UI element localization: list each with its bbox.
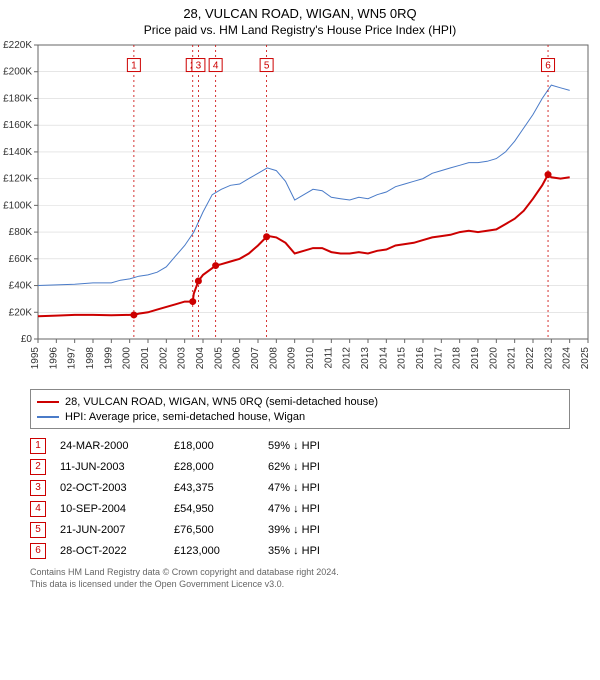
svg-text:1995: 1995 [30, 347, 41, 370]
svg-text:£20K: £20K [9, 307, 33, 318]
svg-text:1998: 1998 [85, 347, 96, 370]
row-diff: 39% ↓ HPI [268, 524, 358, 536]
svg-text:2008: 2008 [268, 347, 279, 370]
legend-item: HPI: Average price, semi-detached house,… [37, 409, 563, 424]
svg-text:2007: 2007 [250, 347, 261, 370]
row-diff: 47% ↓ HPI [268, 482, 358, 494]
row-date: 02-OCT-2003 [60, 482, 160, 494]
row-badge: 3 [30, 480, 46, 496]
svg-text:£200K: £200K [3, 67, 32, 78]
svg-text:6: 6 [545, 61, 551, 72]
row-price: £54,950 [174, 503, 254, 515]
row-badge: 1 [30, 438, 46, 454]
svg-text:4: 4 [213, 61, 219, 72]
svg-text:£80K: £80K [9, 227, 33, 238]
footer-attribution: Contains HM Land Registry data © Crown c… [30, 567, 570, 590]
row-diff: 62% ↓ HPI [268, 461, 358, 473]
table-row: 4 10-SEP-2004 £54,950 47% ↓ HPI [30, 498, 570, 519]
page-subtitle: Price paid vs. HM Land Registry's House … [0, 21, 600, 41]
svg-text:2001: 2001 [140, 347, 151, 370]
svg-text:2018: 2018 [452, 347, 463, 370]
svg-text:2006: 2006 [232, 347, 243, 370]
footer-line: This data is licensed under the Open Gov… [30, 579, 570, 591]
transaction-table: 1 24-MAR-2000 £18,000 59% ↓ HPI 2 11-JUN-2003… [30, 435, 570, 561]
row-price: £43,375 [174, 482, 254, 494]
row-date: 10-SEP-2004 [60, 503, 160, 515]
table-row: 6 28-OCT-2022 £123,000 35% ↓ HPI [30, 540, 570, 561]
svg-text:1: 1 [131, 61, 137, 72]
svg-text:2003: 2003 [177, 347, 188, 370]
row-badge: 4 [30, 501, 46, 517]
row-date: 24-MAR-2000 [60, 440, 160, 452]
row-date: 11-JUN-2003 [60, 461, 160, 473]
page-title: 28, VULCAN ROAD, WIGAN, WN5 0RQ [0, 0, 600, 21]
row-diff: 59% ↓ HPI [268, 440, 358, 452]
svg-text:£0: £0 [21, 334, 33, 345]
svg-text:2002: 2002 [158, 347, 169, 370]
row-diff: 47% ↓ HPI [268, 503, 358, 515]
row-price: £28,000 [174, 461, 254, 473]
table-row: 1 24-MAR-2000 £18,000 59% ↓ HPI [30, 435, 570, 456]
svg-text:£60K: £60K [9, 254, 33, 265]
legend-label: HPI: Average price, semi-detached house,… [65, 411, 305, 423]
svg-text:2014: 2014 [378, 347, 389, 370]
svg-text:2019: 2019 [470, 347, 481, 370]
table-row: 5 21-JUN-2007 £76,500 39% ↓ HPI [30, 519, 570, 540]
svg-text:2015: 2015 [397, 347, 408, 370]
svg-text:2025: 2025 [580, 347, 591, 370]
svg-text:£180K: £180K [3, 93, 32, 104]
row-price: £76,500 [174, 524, 254, 536]
svg-text:1997: 1997 [67, 347, 78, 370]
svg-text:2009: 2009 [287, 347, 298, 370]
row-badge: 6 [30, 543, 46, 559]
svg-text:£160K: £160K [3, 120, 32, 131]
svg-text:2012: 2012 [342, 347, 353, 370]
legend-swatch [37, 416, 59, 418]
svg-text:2010: 2010 [305, 347, 316, 370]
row-badge: 5 [30, 522, 46, 538]
svg-text:2011: 2011 [323, 347, 334, 369]
svg-text:£100K: £100K [3, 200, 32, 211]
svg-text:2022: 2022 [525, 347, 536, 370]
legend-swatch [37, 401, 59, 403]
svg-text:2017: 2017 [433, 347, 444, 370]
svg-text:2021: 2021 [507, 347, 518, 370]
legend: 28, VULCAN ROAD, WIGAN, WN5 0RQ (semi-de… [30, 389, 570, 429]
svg-text:2000: 2000 [122, 347, 133, 370]
legend-item: 28, VULCAN ROAD, WIGAN, WN5 0RQ (semi-de… [37, 394, 563, 409]
svg-text:1999: 1999 [103, 347, 114, 370]
row-date: 21-JUN-2007 [60, 524, 160, 536]
svg-text:2005: 2005 [213, 347, 224, 370]
svg-text:£40K: £40K [9, 281, 33, 292]
table-row: 3 02-OCT-2003 £43,375 47% ↓ HPI [30, 477, 570, 498]
row-diff: 35% ↓ HPI [268, 545, 358, 557]
svg-text:5: 5 [264, 61, 270, 72]
legend-label: 28, VULCAN ROAD, WIGAN, WN5 0RQ (semi-de… [65, 396, 378, 408]
price-chart: £0 £20K £40K £60K £80K £100K £120K £140K £160K £1… [0, 41, 600, 381]
svg-text:£140K: £140K [3, 147, 32, 158]
svg-text:2016: 2016 [415, 347, 426, 370]
row-date: 28-OCT-2022 [60, 545, 160, 557]
svg-text:2020: 2020 [488, 347, 499, 370]
footer-line: Contains HM Land Registry data © Crown c… [30, 567, 570, 579]
row-price: £123,000 [174, 545, 254, 557]
svg-text:2004: 2004 [195, 347, 206, 370]
svg-text:2024: 2024 [562, 347, 573, 370]
row-price: £18,000 [174, 440, 254, 452]
row-badge: 2 [30, 459, 46, 475]
svg-text:2013: 2013 [360, 347, 371, 370]
table-row: 2 11-JUN-2003 £28,000 62% ↓ HPI [30, 456, 570, 477]
svg-text:2023: 2023 [543, 347, 554, 370]
svg-text:£120K: £120K [3, 174, 32, 185]
svg-text:1996: 1996 [48, 347, 59, 370]
svg-text:3: 3 [196, 61, 202, 72]
svg-text:£220K: £220K [3, 41, 32, 51]
